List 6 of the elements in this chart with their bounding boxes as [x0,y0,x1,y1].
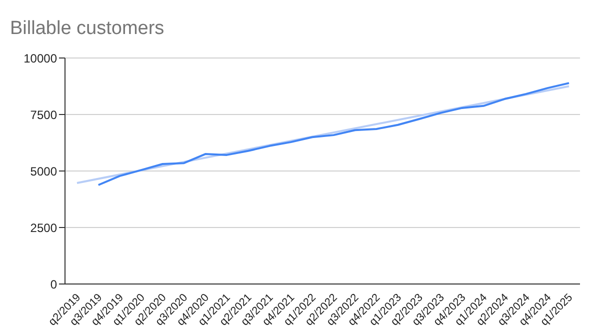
y-tick-label: 5000 [30,164,58,178]
chart-title: Billable customers [10,18,164,40]
y-tick-label: 7500 [30,108,58,122]
y-tick-label: 10000 [24,51,58,66]
y-tick-label: 0 [50,277,58,292]
y-tick-label: 2500 [30,220,58,235]
